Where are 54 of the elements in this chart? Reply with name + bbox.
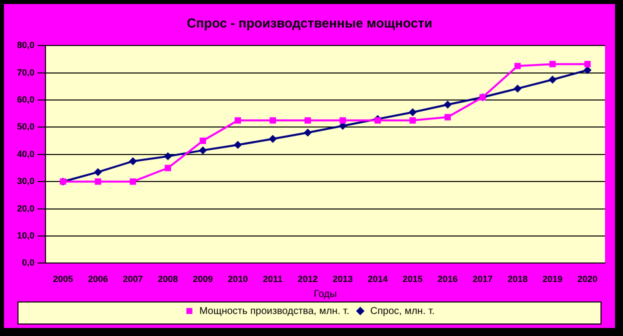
x-tick-label: 2005 (52, 274, 74, 284)
x-tick-label: 2009 (192, 274, 213, 284)
point (549, 60, 556, 68)
point (514, 62, 521, 70)
x-tick-label: 2016 (438, 274, 458, 284)
y-tick-label: 0,0 (22, 258, 35, 268)
point (130, 178, 136, 185)
y-tick-label: 30,0 (16, 176, 35, 186)
y-tick-label: 70,0 (16, 67, 35, 78)
x-tick-label: 2018 (508, 274, 528, 284)
point (270, 117, 276, 124)
point (304, 117, 311, 124)
x-tick-label: 2008 (158, 274, 178, 284)
point (268, 134, 277, 143)
x-tick-label: 2011 (263, 274, 283, 284)
point (304, 128, 312, 137)
x-tick-label: 2007 (122, 274, 143, 284)
y-tick-label: 20,0 (16, 203, 35, 214)
point (340, 117, 346, 124)
point (94, 168, 102, 176)
x-tick-label: 2013 (332, 274, 353, 284)
x-tick-label: 2015 (402, 274, 423, 284)
legend-label: Мощность производства, млн. т. (199, 306, 350, 317)
x-tick-label: 2006 (88, 274, 108, 284)
y-tick-label: 40,0 (16, 148, 35, 159)
point (164, 164, 172, 172)
point (514, 84, 522, 93)
x-axis-title: Годы (314, 288, 337, 300)
point (234, 140, 242, 149)
point (94, 178, 102, 185)
point (200, 138, 206, 144)
point (444, 100, 452, 109)
point (584, 60, 591, 68)
point (444, 114, 451, 120)
x-tick-label: 2020 (578, 274, 598, 284)
point (164, 152, 172, 160)
x-tick-label: 2014 (368, 274, 388, 284)
legend-label: Спрос, млн. т. (370, 306, 435, 317)
point (198, 146, 207, 154)
x-tick-label: 2012 (298, 274, 318, 284)
x-tick-label: 2019 (542, 274, 563, 284)
x-tick-label: 2010 (228, 274, 248, 284)
chart-title: Спрос - производственные мощности (186, 15, 432, 30)
y-tick-label: 80,0 (16, 40, 35, 50)
point (234, 117, 242, 124)
point (584, 66, 592, 74)
point (548, 76, 557, 84)
point (408, 108, 417, 116)
y-tick-label: 50,0 (16, 122, 35, 132)
point (128, 157, 137, 166)
y-tick-label: 10,0 (16, 230, 35, 240)
point (409, 117, 416, 124)
x-tick-label: 2017 (472, 274, 493, 284)
y-tick-label: 60,0 (16, 94, 35, 104)
